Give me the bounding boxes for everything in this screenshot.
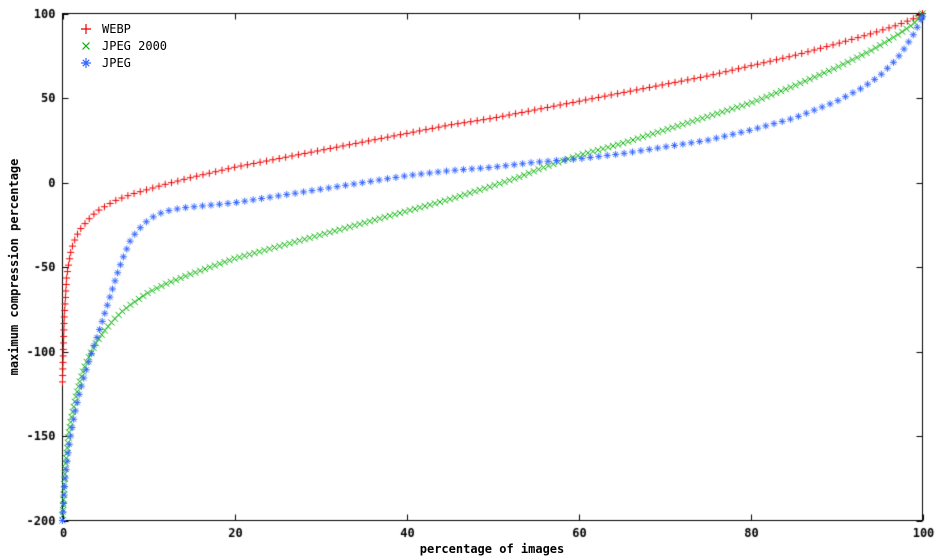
legend-label: JPEG 2000 <box>102 38 168 53</box>
legend-item: JPEG 2000 <box>78 37 167 54</box>
y-axis-label: maximum compression percentage <box>7 158 21 376</box>
legend-item: JPEG <box>78 54 167 71</box>
x-axis-label: percentage of images <box>419 542 565 556</box>
legend-label: JPEG <box>102 55 131 70</box>
legend-marker-icon <box>81 23 91 34</box>
legend-marker-icon <box>82 41 90 50</box>
legend-label: WEBP <box>102 21 131 36</box>
legend-item: WEBP <box>78 20 167 37</box>
legend-marker-icon <box>81 57 91 68</box>
legend: WEBP JPEG 2000 JPEG <box>78 20 167 71</box>
